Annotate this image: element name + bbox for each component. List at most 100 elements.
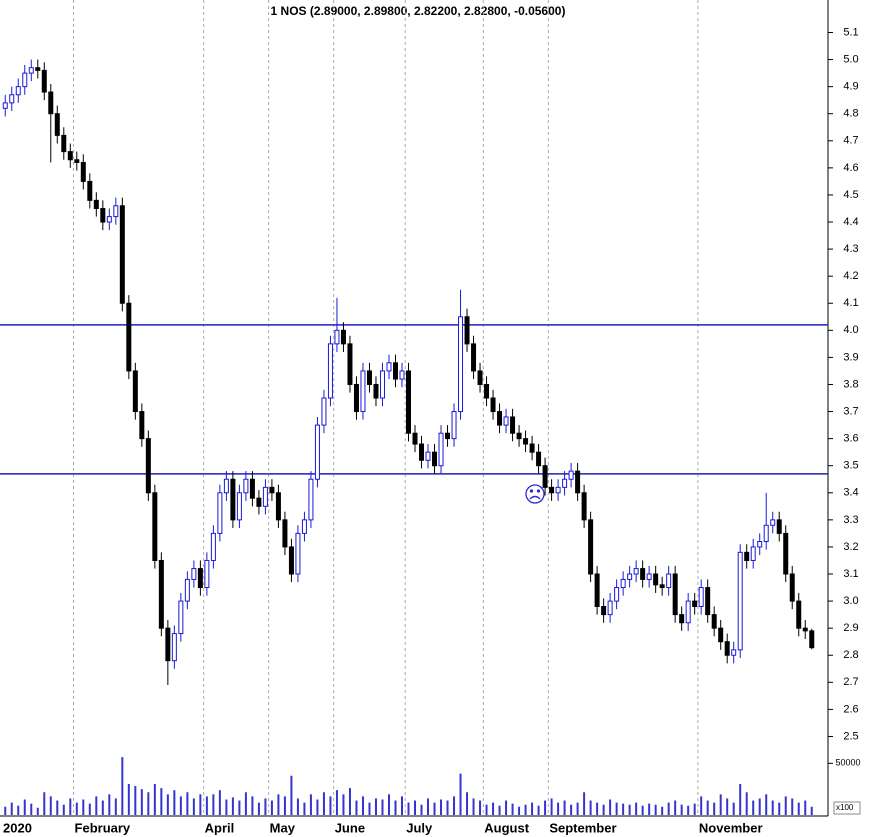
volume-bar — [186, 792, 189, 815]
candle-body — [61, 134, 67, 153]
volume-bar — [485, 804, 488, 815]
volume-bar — [348, 788, 351, 815]
volume-unit-box — [833, 801, 861, 815]
candle-body — [477, 370, 483, 385]
candle-body — [490, 397, 496, 413]
candle-body — [451, 411, 457, 440]
candle-body — [386, 362, 392, 372]
candle-body — [145, 438, 151, 494]
volume-bar — [524, 804, 527, 815]
volume-bar — [511, 803, 514, 815]
candle-body — [432, 451, 438, 467]
candle-body — [197, 568, 203, 589]
volume-bar — [492, 802, 495, 815]
candle-body — [373, 383, 379, 399]
volume-bar — [10, 802, 13, 815]
candle-body — [406, 370, 411, 434]
candle-body — [562, 478, 568, 488]
volume-bar — [752, 800, 755, 815]
volume-bar — [667, 802, 670, 815]
volume-bar — [400, 796, 403, 815]
candle-body — [353, 383, 359, 413]
candle-body — [178, 600, 184, 635]
candle-body — [67, 151, 73, 161]
volume-bar — [609, 799, 612, 815]
candle-body — [217, 492, 223, 534]
y-tick-label: 4.7 — [843, 135, 858, 147]
volume-bar — [641, 805, 644, 815]
y-tick-label: 4.1 — [843, 297, 858, 309]
volume-bar — [778, 802, 781, 815]
volume-bar — [576, 802, 579, 815]
candle-body — [314, 424, 320, 480]
candle-body — [646, 573, 652, 580]
volume-unit-label: x100 — [836, 803, 854, 812]
y-tick-label: 2.8 — [843, 649, 858, 661]
volume-bar — [804, 800, 807, 815]
volume-bar — [205, 796, 208, 815]
candle-body — [412, 432, 418, 445]
volume-bar — [179, 796, 182, 815]
candle-body — [685, 600, 691, 624]
volume-bar — [199, 794, 202, 815]
y-tick-label: 2.5 — [843, 730, 858, 742]
volume-bar — [583, 792, 586, 815]
volume-bar — [453, 796, 456, 815]
candle-body — [399, 370, 405, 380]
volume-bar — [329, 796, 332, 815]
candle-body — [464, 316, 470, 345]
y-tick-label: 5.0 — [843, 53, 858, 65]
volume-bar — [440, 799, 443, 815]
candle-body — [152, 492, 158, 561]
candle-body — [594, 573, 600, 607]
volume-bar — [381, 799, 384, 815]
volume-bar — [270, 800, 273, 815]
candle-body — [620, 578, 626, 589]
candle-body — [269, 486, 275, 494]
candle-body — [802, 627, 808, 632]
candle-body — [640, 568, 646, 580]
volume-bar — [69, 798, 72, 815]
volume-bar — [153, 784, 156, 815]
volume-bar — [719, 794, 722, 815]
candle-body — [28, 67, 34, 74]
y-tick-label: 3.4 — [843, 487, 858, 499]
candle-body — [191, 568, 197, 580]
candle-body — [308, 478, 314, 521]
candle-body — [223, 478, 229, 494]
volume-bar — [296, 798, 299, 815]
volume-bar — [140, 789, 143, 815]
y-tick-label: 3.1 — [843, 568, 858, 580]
candle-body — [15, 86, 21, 96]
candle-body — [236, 492, 242, 521]
candle-body — [445, 432, 451, 440]
volume-bar — [446, 800, 449, 815]
volume-bar — [56, 800, 59, 815]
volume-bar — [264, 798, 267, 815]
volume-bar — [700, 796, 703, 815]
volume-bar — [628, 804, 631, 815]
volume-bar — [257, 802, 260, 815]
volume-bar — [648, 803, 651, 815]
candle-body — [523, 438, 529, 445]
volume-bar — [342, 794, 345, 815]
volume-bar — [75, 802, 78, 815]
candle-body — [711, 614, 717, 629]
volume-bar — [62, 804, 65, 815]
candle-body — [789, 573, 795, 602]
volume-bar — [726, 798, 729, 815]
volume-bar — [427, 798, 430, 815]
candle-body — [672, 573, 678, 616]
volume-bar — [459, 773, 462, 815]
volume-bar — [374, 798, 377, 815]
volume-bar — [88, 803, 91, 815]
volume-bar — [791, 798, 794, 815]
candle-body — [568, 470, 574, 480]
volume-bar — [498, 805, 501, 815]
candle-body — [230, 478, 236, 521]
candle-body — [184, 578, 190, 602]
volume-bar — [101, 800, 104, 815]
volume-tick-label: 50000 — [835, 758, 860, 768]
candle-body — [204, 559, 210, 589]
y-tick-label: 4.5 — [843, 189, 858, 201]
